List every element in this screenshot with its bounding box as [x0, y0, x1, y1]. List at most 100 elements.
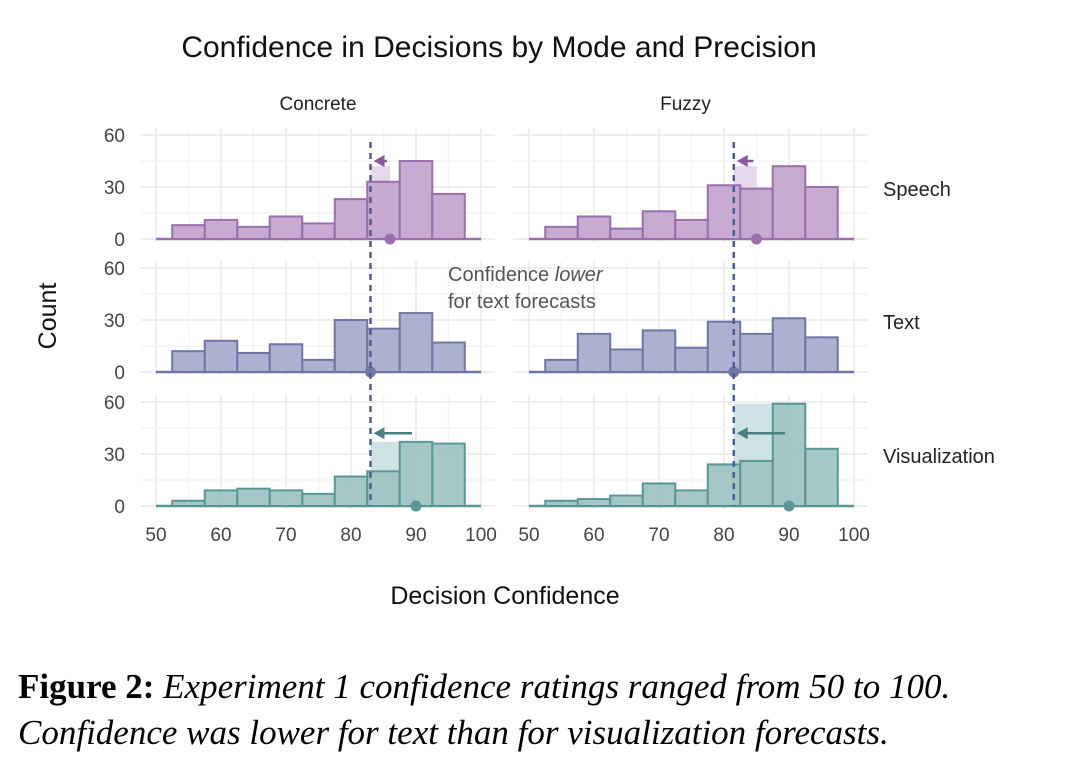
mean-point: [410, 500, 422, 512]
histogram-bar: [609, 348, 644, 374]
histogram-bar: [771, 402, 807, 508]
histogram-bar: [236, 351, 271, 373]
histogram-bar: [333, 198, 369, 240]
histogram-bar: [431, 442, 466, 508]
histogram-bar: [576, 498, 612, 508]
histogram-bar: [333, 475, 369, 507]
histogram-bar: [366, 470, 401, 508]
histogram-bar: [576, 332, 612, 374]
caption-label: Figure 2:: [18, 667, 155, 706]
mean-point: [384, 233, 396, 245]
histogram-bar: [301, 492, 336, 508]
faceted-histogram-chart: Confidence in Decisions by Mode and Prec…: [34, 31, 995, 610]
histogram-bar: [739, 187, 774, 241]
histogram-bar: [544, 358, 579, 374]
difference-arrow-head: [373, 427, 385, 440]
column-strip-label: Fuzzy: [660, 94, 711, 115]
x-tick-label: 90: [778, 525, 799, 546]
x-tick-label: 70: [648, 525, 669, 546]
y-tick-label: 30: [104, 178, 125, 199]
histogram-bar: [268, 343, 304, 373]
histogram-bar: [804, 336, 839, 374]
mean-point: [751, 233, 762, 245]
histogram-bar: [301, 358, 336, 374]
x-tick-label: 100: [838, 525, 870, 546]
mean-point: [783, 500, 795, 512]
difference-arrow-head: [736, 155, 748, 167]
histogram-bar: [641, 210, 677, 240]
histogram-bar: [398, 440, 434, 507]
row-strip-label: Speech: [883, 179, 951, 201]
panel-text-concrete: 0 30 60: [104, 259, 495, 384]
histogram-bar: [544, 225, 579, 241]
column-strip-label: Concrete: [279, 94, 356, 115]
x-tick-label: 100: [465, 525, 497, 546]
histogram-bar: [203, 218, 239, 240]
histogram-bar: [609, 227, 644, 241]
histogram-bar: [641, 329, 677, 373]
histogram-bar: [431, 341, 466, 373]
y-tick-label: 0: [114, 497, 125, 518]
annotation-layer: [369, 142, 785, 506]
histogram-bar: [333, 319, 369, 373]
x-tick-label: 70: [275, 525, 296, 546]
x-axis-label: Decision Confidence: [390, 582, 619, 610]
histogram-bar: [398, 160, 434, 240]
histogram-bar: [641, 482, 677, 508]
x-tick-label: 60: [210, 525, 231, 546]
histogram-bar: [268, 215, 304, 240]
row-strip-label: Visualization: [883, 446, 995, 468]
y-axis-label: Count: [34, 283, 62, 350]
mean-point: [728, 366, 740, 378]
histogram-bar: [674, 489, 709, 507]
chart-title: Confidence in Decisions by Mode and Prec…: [181, 31, 816, 64]
annotation-line-1: Confidence lower: [448, 264, 604, 286]
histogram-bar: [171, 499, 206, 507]
histogram-bar: [804, 186, 839, 240]
y-tick-label: 0: [114, 363, 125, 384]
y-tick-label: 30: [104, 445, 125, 466]
x-tick-label: 50: [145, 525, 166, 546]
x-tick-label: 60: [583, 525, 604, 546]
histogram-bar: [236, 487, 271, 507]
histogram-bar: [674, 346, 709, 374]
histogram-bar: [171, 350, 206, 374]
histogram-bar: [203, 489, 239, 507]
histogram-bar: [706, 184, 742, 240]
histogram-bar: [576, 215, 612, 240]
mean-point: [365, 366, 376, 378]
facet-panels: Concrete Fuzzy Speech Text Visualization 0 30 6…: [104, 94, 995, 546]
histogram-bar: [366, 180, 401, 241]
histogram-bar: [739, 459, 774, 507]
panel-visualization-fuzzy: 50 60 70 80 90 100: [513, 395, 870, 546]
histogram-bar: [268, 489, 304, 507]
panel-speech-fuzzy: [513, 128, 868, 245]
histogram-bar: [171, 224, 206, 240]
y-tick-label: 60: [104, 259, 125, 280]
histogram-bar: [804, 447, 839, 507]
histogram-bar: [398, 312, 434, 374]
histogram-bar: [771, 165, 807, 240]
histogram-bar: [706, 320, 742, 374]
x-tick-label: 90: [405, 525, 426, 546]
panel-speech-concrete: 0 30 60: [104, 126, 495, 251]
x-tick-label: 80: [713, 525, 734, 546]
difference-arrow-head: [736, 427, 748, 440]
histogram-bar: [771, 317, 807, 373]
histogram-bar: [203, 339, 239, 373]
y-tick-label: 60: [104, 393, 125, 414]
histogram-bar: [739, 332, 774, 374]
histogram-bar: [431, 192, 466, 240]
difference-arrow-head: [373, 155, 385, 167]
histogram-bar: [674, 218, 709, 240]
panel-visualization-concrete: 0 30 60 50 60 70 80 90 100: [104, 393, 497, 546]
annotation-line-2: for text forecasts: [448, 291, 596, 313]
x-tick-label: 50: [518, 525, 539, 546]
histogram-bar: [706, 463, 742, 507]
y-tick-label: 60: [104, 126, 125, 147]
row-strip-label: Text: [883, 312, 920, 334]
histogram-bar: [609, 494, 644, 508]
histogram-bar: [236, 225, 271, 241]
histogram-bar: [301, 222, 336, 240]
histogram-bar: [544, 499, 579, 507]
